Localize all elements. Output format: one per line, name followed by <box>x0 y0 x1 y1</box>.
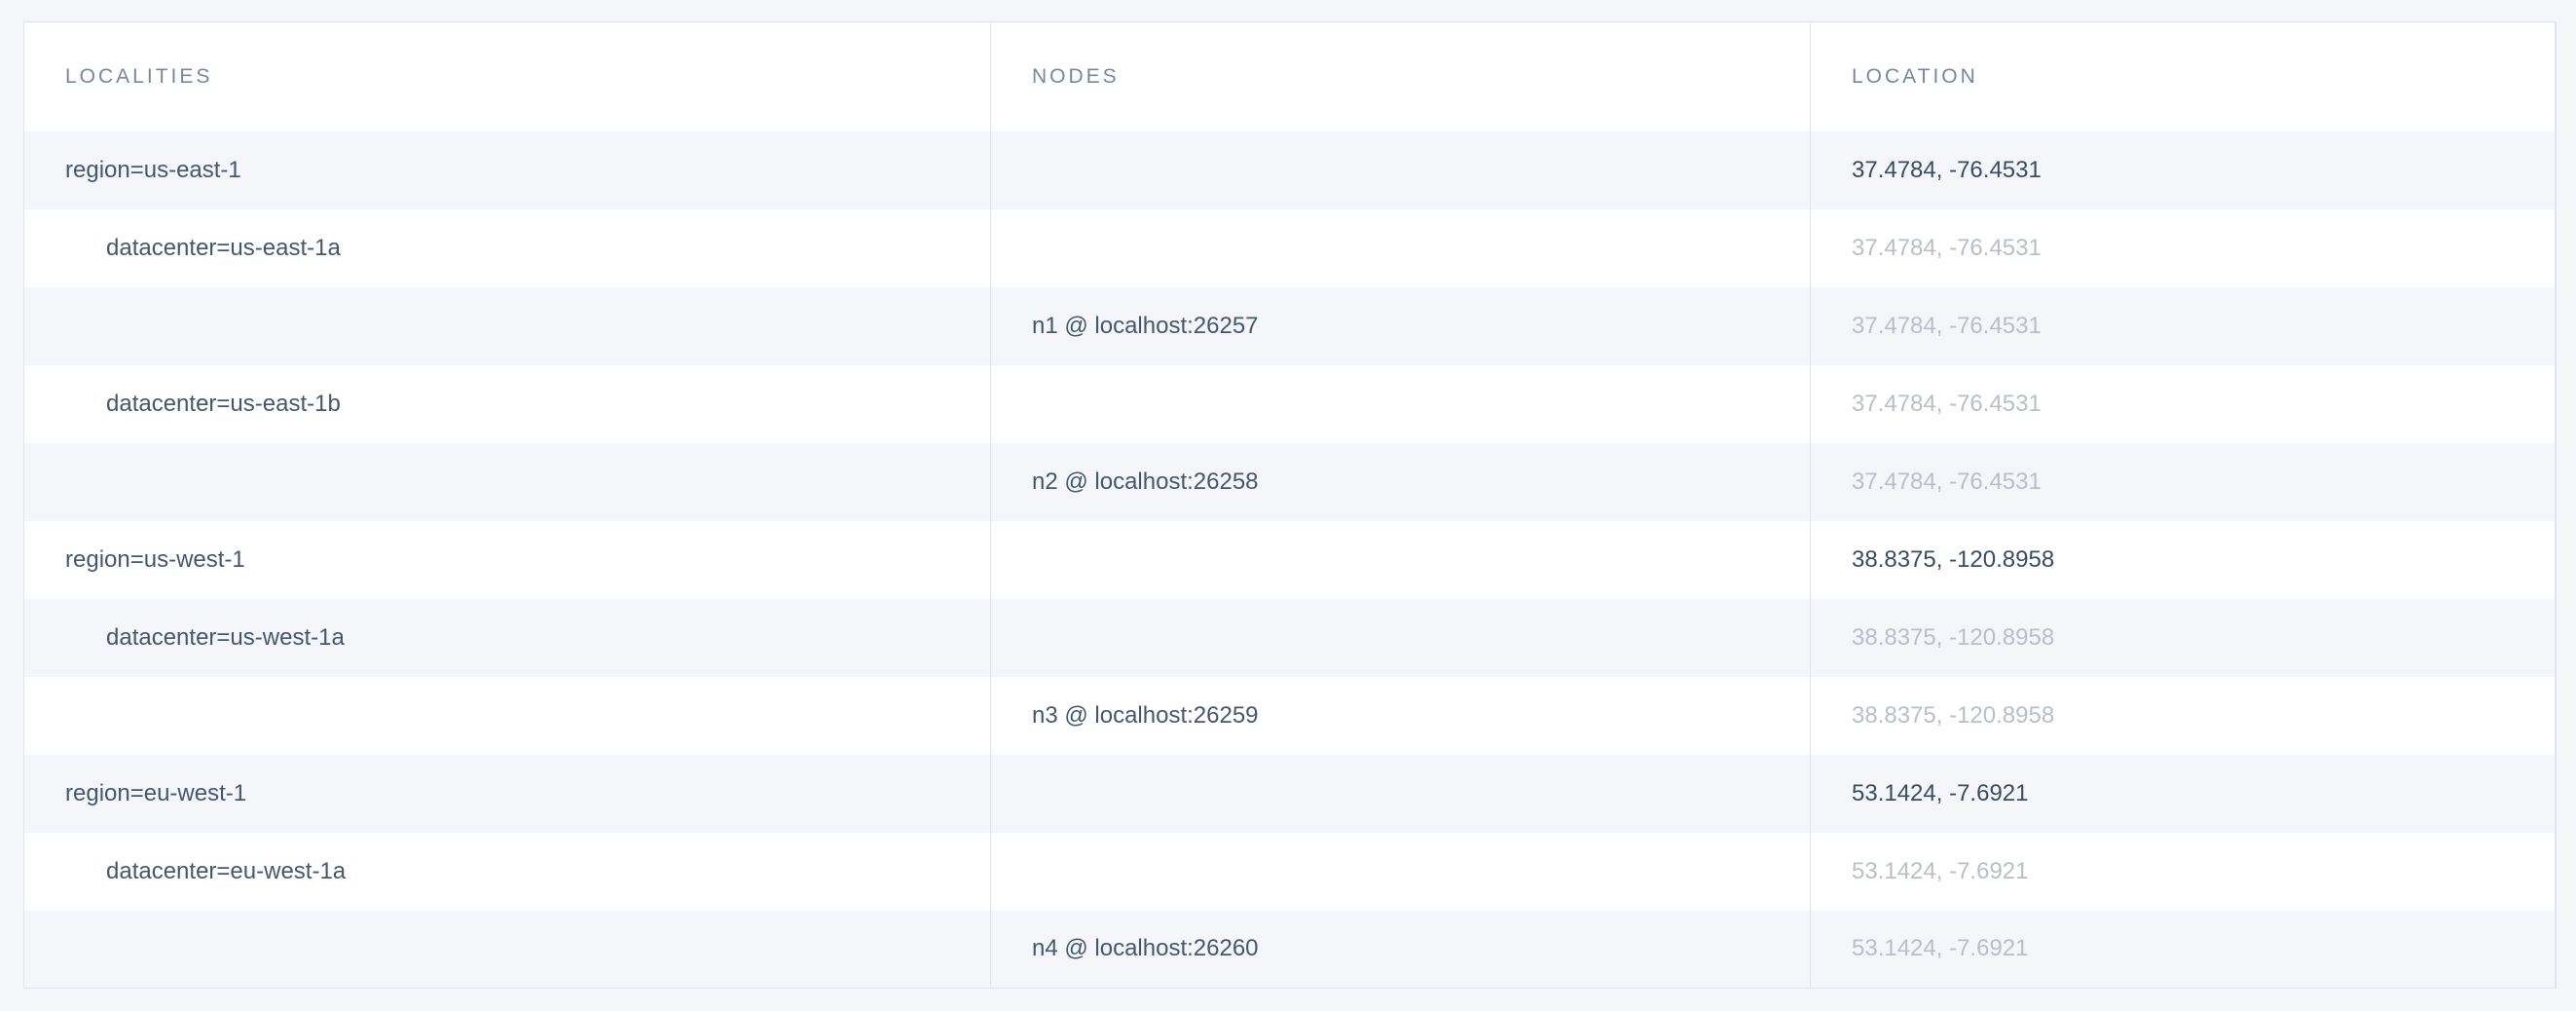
locality-cell: datacenter=us-east-1a <box>23 208 991 287</box>
location-cell: 38.8375, -120.8958 <box>1810 520 2556 599</box>
node-cell <box>990 832 1811 911</box>
location-cell: 53.1424, -7.6921 <box>1810 832 2556 911</box>
locality-cell: datacenter=eu-west-1a <box>23 832 991 911</box>
node-row: n4 @ localhost:26260 53.1424, -7.6921 <box>23 910 2556 989</box>
column-header-localities: LOCALITIES <box>23 21 991 131</box>
localities-table: LOCALITIES NODES LOCATION region=us-east… <box>23 21 2557 989</box>
region-row: region=us-east-1 37.4784, -76.4531 <box>23 131 2556 209</box>
datacenter-row: datacenter=us-east-1b 37.4784, -76.4531 <box>23 364 2556 443</box>
location-cell: 53.1424, -7.6921 <box>1810 910 2556 989</box>
node-row: n3 @ localhost:26259 38.8375, -120.8958 <box>23 676 2556 755</box>
locality-cell: datacenter=us-west-1a <box>23 598 991 677</box>
node-cell: n3 @ localhost:26259 <box>990 676 1811 755</box>
table-header: LOCALITIES NODES LOCATION <box>23 21 2556 131</box>
locality-cell: region=eu-west-1 <box>23 754 991 833</box>
locality-cell: region=us-east-1 <box>23 131 991 209</box>
location-cell: 38.8375, -120.8958 <box>1810 676 2556 755</box>
column-header-nodes: NODES <box>990 21 1811 131</box>
node-cell: n2 @ localhost:26258 <box>990 442 1811 521</box>
location-cell: 37.4784, -76.4531 <box>1810 131 2556 209</box>
node-cell: n1 @ localhost:26257 <box>990 286 1811 365</box>
location-cell: 37.4784, -76.4531 <box>1810 364 2556 443</box>
location-cell: 37.4784, -76.4531 <box>1810 442 2556 521</box>
node-cell <box>990 598 1811 677</box>
node-row: n1 @ localhost:26257 37.4784, -76.4531 <box>23 286 2556 365</box>
column-header-location: LOCATION <box>1810 21 2556 131</box>
location-cell: 37.4784, -76.4531 <box>1810 286 2556 365</box>
location-cell: 53.1424, -7.6921 <box>1810 754 2556 833</box>
region-row: region=us-west-1 38.8375, -120.8958 <box>23 520 2556 599</box>
datacenter-row: datacenter=us-west-1a 38.8375, -120.8958 <box>23 598 2556 677</box>
locality-cell <box>23 676 991 755</box>
location-cell: 37.4784, -76.4531 <box>1810 208 2556 287</box>
node-cell <box>990 754 1811 833</box>
locality-cell: region=us-west-1 <box>23 520 991 599</box>
locality-cell: datacenter=us-east-1b <box>23 364 991 443</box>
node-row: n2 @ localhost:26258 37.4784, -76.4531 <box>23 442 2556 521</box>
table-body: region=us-east-1 37.4784, -76.4531 datacen… <box>23 131 2556 989</box>
locality-cell <box>23 910 991 989</box>
datacenter-row: datacenter=us-east-1a 37.4784, -76.4531 <box>23 208 2556 287</box>
region-row: region=eu-west-1 53.1424, -7.6921 <box>23 754 2556 833</box>
location-cell: 38.8375, -120.8958 <box>1810 598 2556 677</box>
localities-report: LOCALITIES NODES LOCATION region=us-east… <box>23 21 2557 989</box>
node-cell <box>990 131 1811 209</box>
table-header-row: LOCALITIES NODES LOCATION <box>23 21 2556 131</box>
node-cell <box>990 520 1811 599</box>
node-cell <box>990 208 1811 287</box>
locality-cell <box>23 286 991 365</box>
node-cell: n4 @ localhost:26260 <box>990 910 1811 989</box>
locality-cell <box>23 442 991 521</box>
datacenter-row: datacenter=eu-west-1a 53.1424, -7.6921 <box>23 832 2556 911</box>
node-cell <box>990 364 1811 443</box>
